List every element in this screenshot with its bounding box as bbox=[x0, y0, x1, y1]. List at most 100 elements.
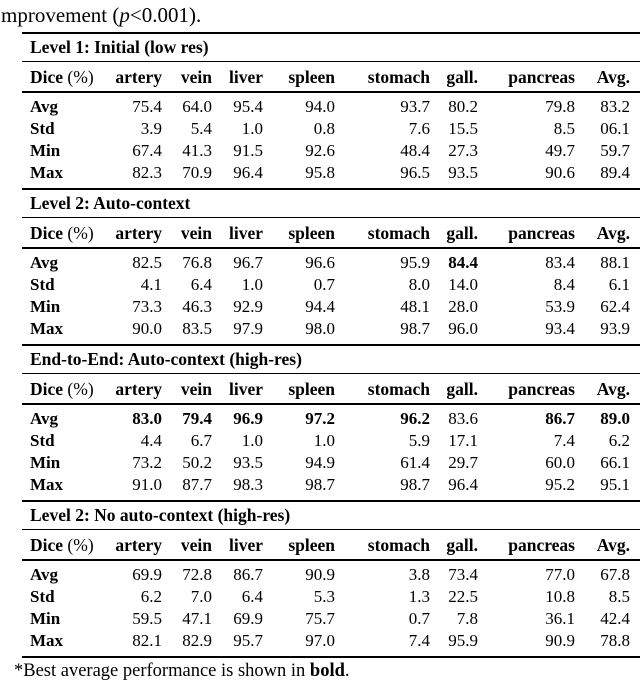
value-cell: 97.2 bbox=[305, 409, 335, 428]
value-cell: 93.5 bbox=[448, 163, 478, 182]
value-cell: 0.8 bbox=[313, 119, 335, 138]
value-cell: 49.7 bbox=[545, 141, 575, 160]
value-cell: 6.1 bbox=[608, 275, 630, 294]
value-cell: 90.9 bbox=[305, 565, 335, 584]
table-row: Avg 82.5 76.8 96.7 96.6 95.9 84.4 83.4 88.1 bbox=[22, 248, 640, 274]
value-cell: 79.4 bbox=[182, 409, 212, 428]
table-row: Avg 69.9 72.8 86.7 90.9 3.8 73.4 77.0 67.8 bbox=[22, 560, 640, 586]
value-cell: 7.4 bbox=[553, 431, 575, 450]
value-cell: 93.5 bbox=[233, 453, 263, 472]
table-row: Avg 75.4 64.0 95.4 94.0 93.7 80.2 79.8 83.2 bbox=[22, 92, 640, 118]
value-cell: 95.9 bbox=[400, 253, 430, 272]
value-cell: 1.0 bbox=[241, 431, 263, 450]
row-label: Std bbox=[30, 587, 55, 606]
value-cell: 94.0 bbox=[305, 97, 335, 116]
column-header-artery: artery bbox=[105, 218, 162, 249]
section-data-table: Dice (%) artery vein liver spleen stomach gall… bbox=[22, 62, 640, 188]
row-label: Max bbox=[30, 319, 64, 338]
value-cell: 98.7 bbox=[400, 475, 430, 494]
value-cell: 70.9 bbox=[182, 163, 212, 182]
value-cell: 10.8 bbox=[545, 587, 575, 606]
value-cell: 83.0 bbox=[132, 409, 162, 428]
value-cell: 82.9 bbox=[182, 631, 212, 650]
row-label: Max bbox=[30, 631, 64, 650]
value-cell: 79.8 bbox=[545, 97, 575, 116]
column-header-dice: Dice (%) bbox=[22, 374, 105, 405]
value-cell: 67.8 bbox=[600, 565, 630, 584]
table-row: Std 6.2 7.0 6.4 5.3 1.3 22.5 10.8 8.5 bbox=[22, 586, 640, 608]
column-header-stomach: stomach bbox=[335, 218, 430, 249]
row-label: Avg bbox=[30, 565, 59, 584]
value-cell: 6.4 bbox=[241, 587, 263, 606]
footnote-bold-word: bold bbox=[309, 661, 345, 681]
caption-math-variable: p bbox=[119, 3, 130, 27]
value-cell: 73.2 bbox=[132, 453, 162, 472]
value-cell: 4.4 bbox=[140, 431, 162, 450]
value-cell: 97.9 bbox=[233, 319, 263, 338]
value-cell: 87.7 bbox=[182, 475, 212, 494]
value-cell: 72.8 bbox=[182, 565, 212, 584]
value-cell: 75.7 bbox=[305, 609, 335, 628]
column-header-dice: Dice (%) bbox=[22, 530, 105, 561]
column-header-spleen: spleen bbox=[263, 218, 335, 249]
column-header-liver: liver bbox=[212, 218, 263, 249]
column-header-spleen: spleen bbox=[263, 530, 335, 561]
column-header-spleen: spleen bbox=[263, 374, 335, 405]
value-cell: 61.4 bbox=[400, 453, 430, 472]
column-header-pancreas: pancreas bbox=[478, 62, 575, 93]
value-cell: 4.1 bbox=[140, 275, 162, 294]
value-cell: 96.2 bbox=[400, 409, 430, 428]
value-cell: 96.0 bbox=[448, 319, 478, 338]
value-cell: 60.0 bbox=[545, 453, 575, 472]
value-cell: 69.9 bbox=[132, 565, 162, 584]
value-cell: 90.9 bbox=[545, 631, 575, 650]
value-cell: 41.3 bbox=[182, 141, 212, 160]
value-cell: 73.3 bbox=[132, 297, 162, 316]
value-cell: 83.6 bbox=[448, 409, 478, 428]
column-header-dice: Dice (%) bbox=[22, 62, 105, 93]
row-label: Min bbox=[30, 609, 61, 628]
column-header-gall: gall. bbox=[430, 62, 478, 93]
value-cell: 7.4 bbox=[408, 631, 430, 650]
column-header-pancreas: pancreas bbox=[478, 530, 575, 561]
value-cell: 78.8 bbox=[600, 631, 630, 650]
value-cell: 94.4 bbox=[305, 297, 335, 316]
value-cell: 5.3 bbox=[313, 587, 335, 606]
value-cell: 06.1 bbox=[600, 119, 630, 138]
value-cell: 86.7 bbox=[545, 409, 575, 428]
value-cell: 42.4 bbox=[600, 609, 630, 628]
value-cell: 80.2 bbox=[448, 97, 478, 116]
row-label: Min bbox=[30, 297, 61, 316]
value-cell: 66.1 bbox=[600, 453, 630, 472]
value-cell: 83.5 bbox=[182, 319, 212, 338]
value-cell: 98.7 bbox=[400, 319, 430, 338]
value-cell: 67.4 bbox=[132, 141, 162, 160]
value-cell: 22.5 bbox=[448, 587, 478, 606]
value-cell: 83.4 bbox=[545, 253, 575, 272]
table-row: Avg 83.0 79.4 96.9 97.2 96.2 83.6 86.7 89.0 bbox=[22, 404, 640, 430]
value-cell: 1.3 bbox=[408, 587, 430, 606]
table-row: Max 91.0 87.7 98.3 98.7 98.7 96.4 95.2 95.1 bbox=[22, 474, 640, 500]
value-cell: 93.9 bbox=[600, 319, 630, 338]
row-label: Std bbox=[30, 431, 55, 450]
value-cell: 46.3 bbox=[182, 297, 212, 316]
value-cell: 98.0 bbox=[305, 319, 335, 338]
value-cell: 14.0 bbox=[448, 275, 478, 294]
value-cell: 1.0 bbox=[241, 119, 263, 138]
value-cell: 90.6 bbox=[545, 163, 575, 182]
value-cell: 50.2 bbox=[182, 453, 212, 472]
table-row: Max 82.1 82.9 95.7 97.0 7.4 95.9 90.9 78.8 bbox=[22, 630, 640, 656]
value-cell: 94.9 bbox=[305, 453, 335, 472]
value-cell: 3.8 bbox=[408, 565, 430, 584]
column-header-avg: Avg. bbox=[575, 218, 640, 249]
column-header-stomach: stomach bbox=[335, 62, 430, 93]
column-header-row: Dice (%) artery vein liver spleen stomach gall… bbox=[22, 62, 640, 93]
value-cell: 6.2 bbox=[140, 587, 162, 606]
column-header-gall: gall. bbox=[430, 530, 478, 561]
value-cell: 96.6 bbox=[305, 253, 335, 272]
value-cell: 8.5 bbox=[553, 119, 575, 138]
column-header-liver: liver bbox=[212, 374, 263, 405]
value-cell: 6.2 bbox=[608, 431, 630, 450]
value-cell: 47.1 bbox=[182, 609, 212, 628]
value-cell: 1.0 bbox=[241, 275, 263, 294]
